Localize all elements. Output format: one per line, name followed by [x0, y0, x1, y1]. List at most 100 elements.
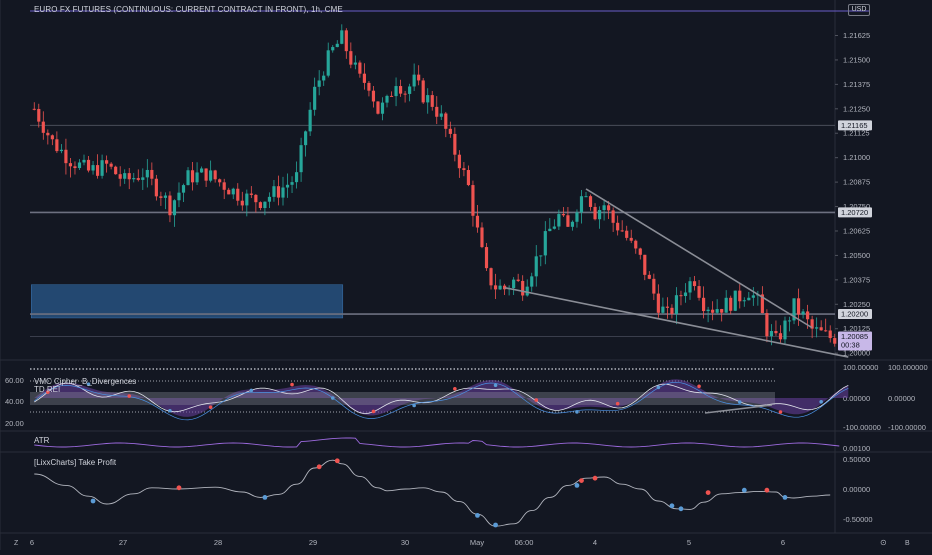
panel-label-takeprofit: [LixxCharts] Take Profit [34, 458, 117, 467]
vmc-dot [330, 396, 335, 400]
candle-body [448, 128, 452, 134]
candle-body [109, 163, 113, 167]
candle-body [611, 210, 615, 223]
candle-body [548, 228, 552, 232]
candle-body [73, 166, 77, 169]
candle-body [114, 166, 118, 175]
candle-body [616, 222, 620, 231]
currency-badge[interactable]: USD [848, 4, 870, 16]
panel-label-vmc: VMC Cipher_B_Divergences [34, 377, 137, 386]
takeprofit-sell-dot [316, 464, 322, 470]
candle-body [715, 309, 719, 313]
candle-body [127, 173, 131, 180]
candle-body [154, 178, 158, 197]
candle-body [267, 196, 272, 202]
x-tick-label: 28 [214, 538, 222, 547]
takeprofit-buy-dot [493, 522, 498, 528]
price-label: 1.20720 [841, 208, 868, 217]
candle-body [769, 331, 774, 337]
candle-body [765, 313, 769, 337]
wedge-upper [585, 188, 813, 329]
y-tick-label: 1.21250 [843, 104, 870, 113]
candle-body [688, 281, 692, 293]
candle-body [258, 202, 262, 209]
vmc-dot [168, 408, 172, 413]
takeprofit-buy-dot [782, 495, 788, 500]
candle-body [597, 210, 602, 220]
candle-body [625, 230, 629, 238]
vmc-right-tick-2: -100.00000 [888, 423, 926, 432]
vmc-dot [575, 410, 579, 414]
vmc-dot [534, 398, 539, 402]
candle-body [263, 201, 267, 209]
candle-body [462, 168, 466, 171]
candle-body [729, 297, 733, 311]
candle-body [367, 82, 371, 91]
takeprofit-line [34, 459, 831, 527]
candle-body [815, 327, 819, 329]
candle-body [747, 297, 751, 301]
vmc-dot [412, 403, 416, 408]
price-label: 1.21165 [841, 121, 868, 130]
y-tick-label: 1.21375 [843, 80, 870, 89]
vmc-left-tick: 60.00 [5, 376, 24, 385]
price-label-box [838, 207, 872, 218]
vmc-signal-line [34, 381, 849, 421]
candle-body [430, 95, 434, 107]
candle-body [150, 169, 154, 179]
candle-body [706, 309, 710, 312]
candle-body [774, 331, 778, 334]
candle-body [213, 170, 217, 180]
candle-body [471, 185, 475, 216]
y-tick-label: 1.20375 [843, 275, 870, 284]
candle-body [227, 189, 231, 195]
candle-body [629, 237, 633, 241]
y-tick-label: 1.20250 [843, 300, 870, 309]
y-tick-label: 1.20750 [843, 202, 870, 211]
x-tick-label: May [470, 538, 484, 547]
candle-body [181, 185, 186, 193]
candle-body [245, 193, 249, 206]
y-tick-label: 1.20625 [843, 226, 870, 235]
atr-right-tick: 0.00100 [843, 444, 870, 453]
x-tick-label: 6 [30, 538, 34, 547]
candle-body [674, 295, 679, 314]
candle-body [484, 247, 489, 269]
candle-body [68, 163, 73, 167]
candle-body [118, 174, 122, 179]
panel-label-atr: ATR [34, 436, 50, 445]
candle-body [376, 101, 380, 114]
x-tick-label: 30 [401, 538, 409, 547]
candle-body [670, 307, 674, 314]
takeprofit-sell-dot [579, 478, 584, 483]
candle-body [389, 95, 394, 97]
candle-body [593, 206, 597, 220]
candle-body [141, 177, 145, 180]
candle-body [77, 162, 82, 169]
candle-body [231, 188, 235, 195]
candle-body [358, 62, 362, 74]
candle-body [82, 159, 86, 163]
vmc-dot [46, 390, 50, 394]
price-label-box [838, 331, 872, 351]
price-label: 1.20085 [841, 332, 868, 341]
vmc-right-tick-2: 0.00000 [888, 394, 915, 403]
candle-body [466, 170, 471, 186]
candle-body [493, 285, 498, 290]
candle-body [561, 214, 565, 216]
candle-body [91, 165, 95, 171]
settings-icon: ⊙ [880, 538, 887, 547]
candle-body [340, 30, 344, 44]
countdown-label: 00:38 [841, 341, 860, 350]
candle-body [760, 294, 764, 314]
vmc-left-tick: 40.00 [5, 397, 24, 406]
zoom-icon: Z [14, 540, 19, 547]
candle-body [380, 102, 385, 114]
vmc-dot [249, 388, 254, 393]
candle-body [159, 196, 163, 198]
candle-body [349, 51, 353, 65]
panel-label-tdrei: TD REI [34, 385, 61, 394]
vmc-dot [615, 401, 620, 406]
